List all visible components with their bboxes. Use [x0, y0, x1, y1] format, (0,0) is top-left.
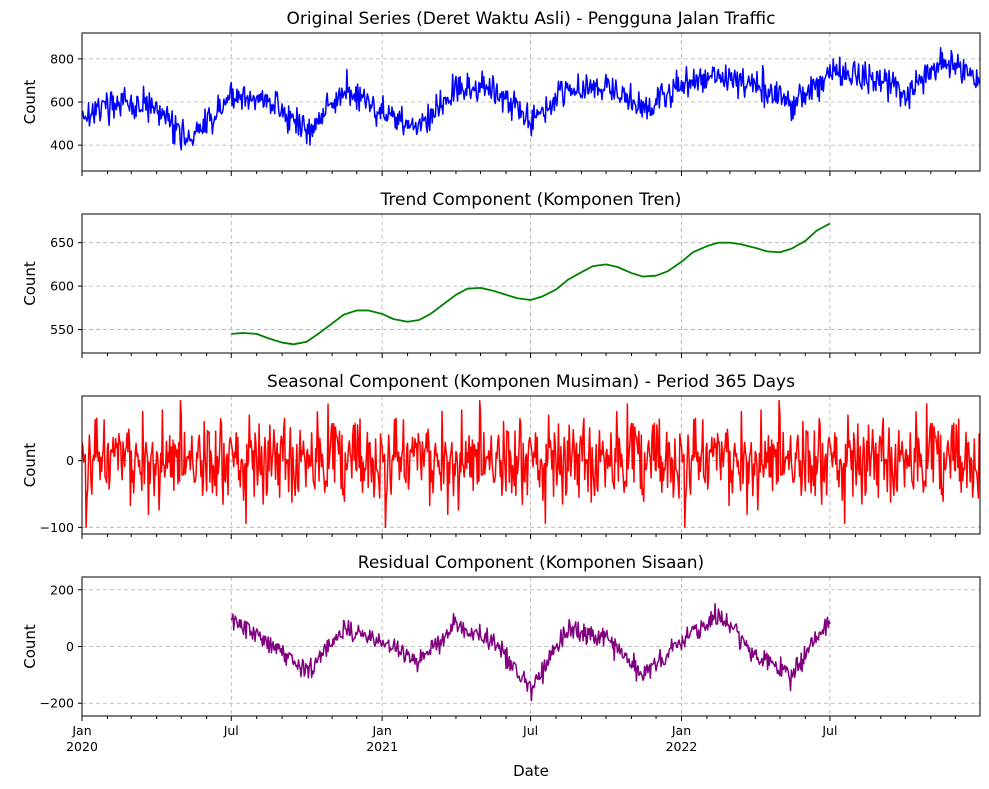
y-tick-label: 600 [50, 279, 74, 294]
y-tick-label: 600 [50, 95, 74, 110]
x-tick-year-label: 2022 [666, 739, 698, 754]
series-line-residual [230, 603, 831, 702]
y-axis-label: Count [21, 443, 39, 488]
panel-title: Seasonal Component (Komponen Musiman) - … [267, 372, 795, 392]
panel-title: Residual Component (Komponen Sisaan) [358, 553, 704, 573]
x-tick-year-label: 2021 [366, 739, 398, 754]
y-tick-label: −100 [40, 520, 74, 535]
y-tick-label: 0 [66, 453, 74, 468]
panel-seasonal: −100 0 Seasonal Component (Komponen Musima… [21, 372, 981, 539]
x-tick-label: Jul [522, 723, 538, 738]
series-line-seasonal [81, 399, 981, 529]
y-tick-label: 0 [66, 639, 74, 654]
y-axis-label: Count [21, 624, 39, 669]
series-line-trend [231, 222, 831, 346]
y-tick-label: −200 [40, 696, 74, 711]
x-tick-year-label: 2020 [66, 739, 98, 754]
x-tick-label: Jul [223, 723, 239, 738]
y-tick-label: 200 [50, 582, 74, 597]
panel-title: Trend Component (Komponen Tren) [380, 190, 682, 210]
panel-residual: −200 0 200 Residual Component (Komponen Sis… [21, 553, 981, 721]
y-tick-label: 650 [50, 235, 74, 250]
panel-title: Original Series (Deret Waktu Asli) - Pen… [287, 9, 776, 29]
x-tick-label: Jan [671, 723, 691, 738]
panel-original: 400 600 800 Original Series (Deret Waktu As… [21, 9, 981, 176]
panel-trend: 550 600 650 Trend Component (Komponen Tren)… [21, 190, 981, 358]
y-tick-label: 800 [50, 51, 74, 66]
plot-frame [81, 213, 981, 354]
x-axis-label: Date [513, 762, 549, 780]
series-line-original [81, 47, 981, 151]
x-tick-label: Jul [821, 723, 837, 738]
y-axis-label: Count [21, 261, 39, 306]
x-tick-label: Jan [71, 723, 91, 738]
y-tick-label: 400 [50, 138, 74, 153]
y-axis-label: Count [21, 80, 39, 125]
y-tick-label: 550 [50, 322, 74, 337]
x-tick-label: Jan [372, 723, 392, 738]
